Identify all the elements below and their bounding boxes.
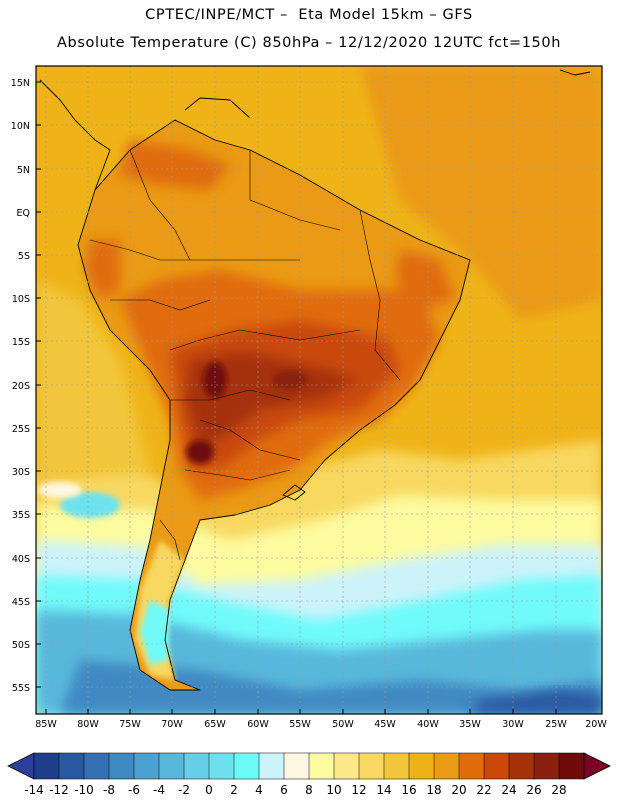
lon-label: 40W [417,719,439,730]
colorbar-tick-label: 12 [351,783,366,797]
lon-label: 45W [374,719,396,730]
lat-label: 15N [11,78,30,89]
colorbar-tick-label: -2 [178,783,190,797]
lon-label: 55W [289,719,311,730]
colorbar: -14 -12 -10 -8 -6 -4 -2 0 2 4 6 8 10 12 14 16 18 20 22 24 26… [7,752,611,797]
colorbar-tick-label: 18 [426,783,441,797]
colorbar-tick-label: 14 [376,783,391,797]
lon-label: 80W [77,719,99,730]
lat-label: 20S [12,381,30,392]
colorbar-cell [158,752,185,780]
colorbar-tick-label: -12 [49,783,69,797]
lat-label: 30S [12,467,30,478]
lon-label: 20W [585,719,607,730]
colorbar-tick-label: -6 [128,783,140,797]
colorbar-cell [483,752,510,780]
colorbar-tick-label: 8 [305,783,313,797]
lat-label: 35S [12,510,30,521]
colorbar-tick-label: 16 [401,783,416,797]
colorbar-tick-label: 0 [205,783,213,797]
lat-label: EQ [17,208,30,219]
lat-label: 10N [11,121,30,132]
colorbar-cell [258,752,285,780]
colorbar-tick-label: 22 [476,783,491,797]
colorbar-high-arrow [583,752,611,780]
lon-label: 35W [459,719,481,730]
colorbar-cell [533,752,560,780]
colorbar-cell [358,752,385,780]
lon-label: 60W [247,719,269,730]
colorbar-cell [333,752,360,780]
colorbar-cell [233,752,260,780]
lon-label: 70W [161,719,183,730]
colorbar-cell [308,752,335,780]
colorbar-low-arrow [7,752,35,780]
colorbar-tick-label: -10 [74,783,94,797]
colorbar-tick-label: -4 [153,783,165,797]
colorbar-cell [208,752,235,780]
lat-label: 40S [12,554,30,565]
colorbar-cell [33,752,60,780]
colorbar-tick-label: 26 [526,783,541,797]
colorbar-tick-label: 28 [551,783,566,797]
lat-label: 5S [18,251,30,262]
longitude-labels: 85W 80W 75W 70W 65W 60W 55W 50W 45W 40W … [35,719,607,730]
colorbar-tick-label: -14 [24,783,44,797]
colorbar-cell [83,752,110,780]
lon-label: 50W [332,719,354,730]
colorbar-cell [458,752,485,780]
colorbar-cell [108,752,135,780]
lat-label: 45S [12,597,30,608]
colorbar-cell [383,752,410,780]
colorbar-cell [58,752,85,780]
lat-label: 10S [12,294,30,305]
colorbar-tick-label: 2 [230,783,238,797]
colorbar-tick-label: 20 [451,783,466,797]
lat-label: 55S [12,683,30,694]
latitude-labels: 15N 10N 5N EQ 5S 10S 15S 20S 25S 30S 35S… [11,78,30,694]
colorbar-cell [283,752,310,780]
country-borders [89,149,401,561]
lat-label: 15S [12,337,30,348]
lon-label: 75W [119,719,141,730]
lon-label: 65W [204,719,226,730]
lat-label: 25S [12,424,30,435]
temperature-field [36,66,602,714]
lon-label: 30W [502,719,524,730]
colorbar-cell [558,752,585,780]
colorbar-cell [408,752,435,780]
colorbar-tick-label: 6 [280,783,288,797]
grid-lines [36,66,602,714]
colorbar-cell [183,752,210,780]
lon-label: 85W [35,719,57,730]
colorbar-cell [508,752,535,780]
colorbar-cell [133,752,160,780]
chart-subtitle: Absolute Temperature (C) 850hPa – 12/12/… [57,35,561,51]
colorbar-tick-label: 4 [255,783,263,797]
lon-label: 25W [545,719,567,730]
map-frame [35,65,603,715]
colorbar-tick-label: 10 [326,783,341,797]
lat-label: 5N [17,165,30,176]
chart-title: CPTEC/INPE/MCT – Eta Model 15km – GFS [145,7,473,23]
colorbar-cell [433,752,460,780]
colorbar-tick-label: -8 [103,783,115,797]
colorbar-tick-label: 24 [501,783,516,797]
lat-label: 50S [12,640,30,651]
